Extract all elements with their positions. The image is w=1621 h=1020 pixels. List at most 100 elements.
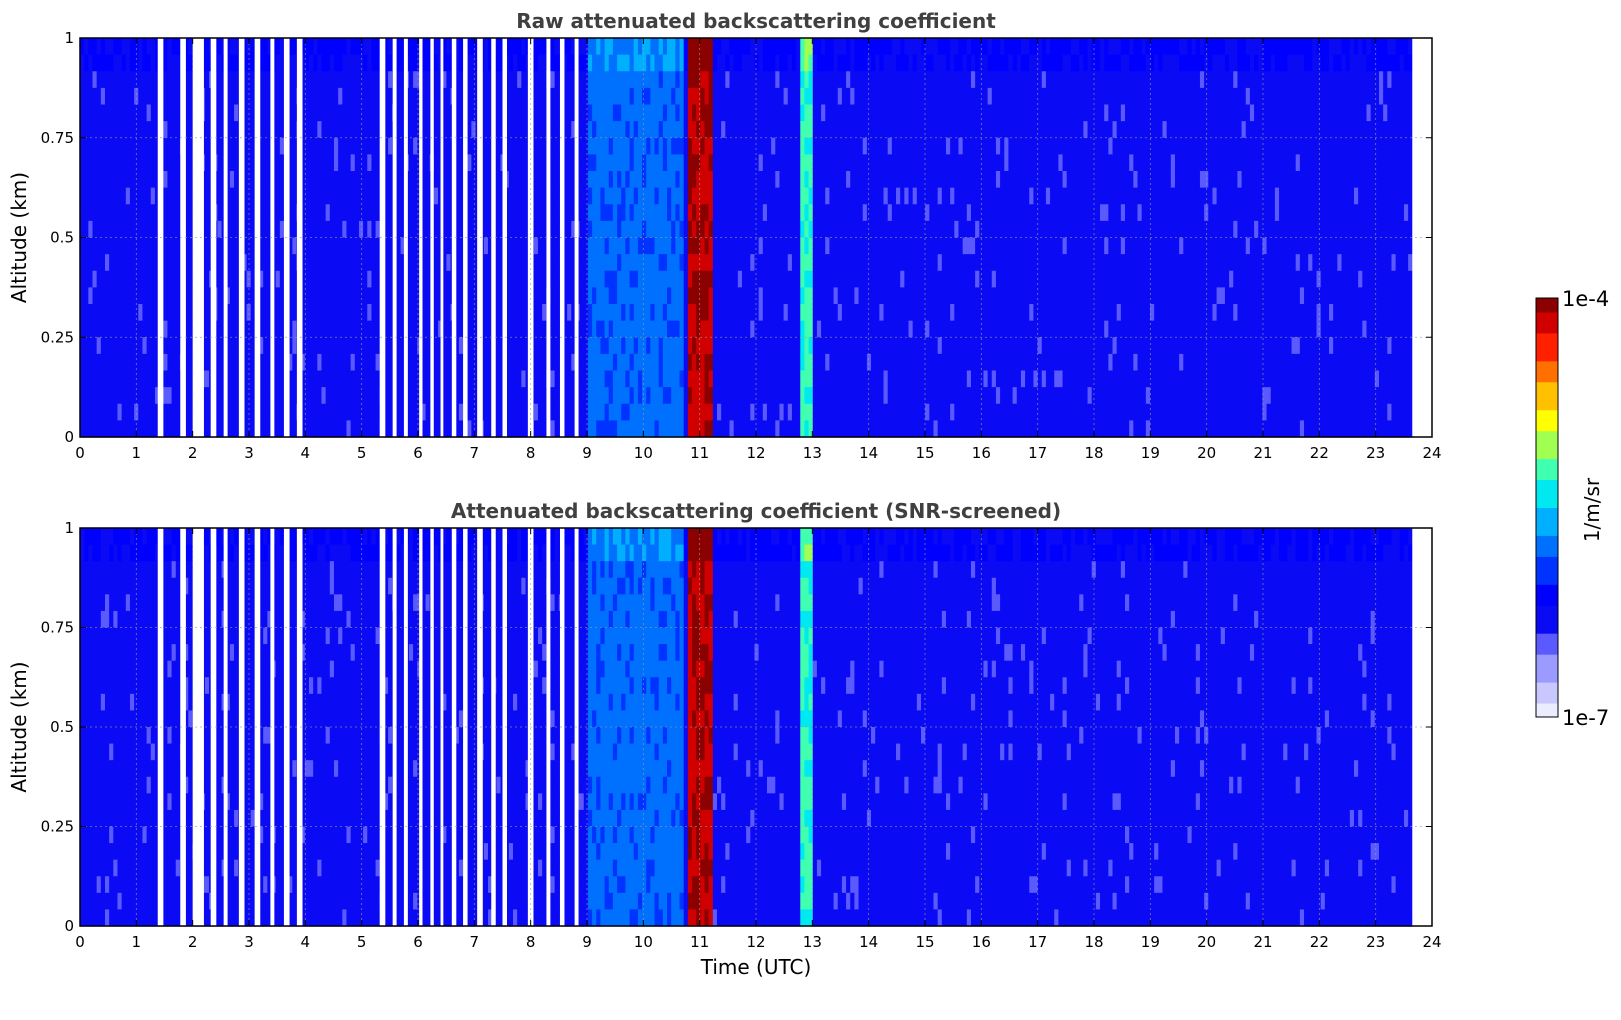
heat-cell (263, 105, 268, 122)
heat-cell (746, 71, 751, 88)
heat-cell (813, 304, 818, 321)
heat-cell (792, 304, 797, 321)
heat-cell (821, 105, 826, 122)
heat-cell (729, 138, 734, 155)
heat-cell (513, 71, 518, 88)
heat-cell (675, 221, 680, 238)
heat-cell (696, 171, 701, 188)
heat-cell (879, 221, 884, 238)
heat-cell (113, 371, 118, 388)
heat-cell (854, 55, 859, 72)
heat-cell (517, 138, 522, 155)
heat-cell (105, 387, 110, 404)
heat-cell (680, 271, 685, 288)
heat-cell (917, 38, 922, 55)
heat-cell (334, 321, 339, 338)
heat-cell (217, 420, 222, 437)
heat-cell (188, 238, 193, 255)
heat-cell (434, 171, 439, 188)
heat-cell (122, 38, 127, 55)
heat-cell (605, 254, 610, 271)
heat-cell (122, 88, 127, 105)
heat-cell (396, 254, 401, 271)
heat-cell (863, 71, 868, 88)
heat-cell (642, 420, 647, 437)
heat-cell (459, 154, 464, 171)
heat-cell (759, 254, 764, 271)
heat-cell (172, 387, 177, 404)
heat-cell (700, 371, 705, 388)
heat-cell (913, 71, 918, 88)
heat-cell (884, 371, 889, 388)
heat-cell (600, 337, 605, 354)
heat-cell (933, 321, 938, 338)
heat-cell (97, 204, 102, 221)
heat-cell (709, 304, 714, 321)
heat-cell (917, 271, 922, 288)
heat-cell (642, 55, 647, 72)
heat-cell (659, 304, 664, 321)
heat-cell (721, 387, 726, 404)
heat-cell (884, 420, 889, 437)
heat-cell (700, 221, 705, 238)
heat-cell (667, 337, 672, 354)
heat-cell (842, 404, 847, 421)
heat-cell (97, 420, 102, 437)
heat-cell (938, 38, 943, 55)
heat-cell (130, 55, 135, 72)
heat-cell (630, 337, 635, 354)
heat-cell (817, 204, 822, 221)
heat-cell (134, 138, 139, 155)
heat-cell (888, 354, 893, 371)
heat-cell (659, 171, 664, 188)
heat-cell (638, 304, 643, 321)
heat-cell (859, 121, 864, 138)
heat-cell (721, 38, 726, 55)
heat-cell (863, 55, 868, 72)
heat-cell (317, 105, 322, 122)
heat-cell (859, 287, 864, 304)
heat-cell (605, 121, 610, 138)
heat-cell (509, 238, 514, 255)
heat-cell (521, 271, 526, 288)
heat-cell (509, 221, 514, 238)
heat-cell (929, 420, 934, 437)
heat-cell (638, 404, 643, 421)
heat-cell (933, 354, 938, 371)
heat-cell (388, 121, 393, 138)
heat-cell (813, 38, 818, 55)
heat-cell (550, 321, 555, 338)
heat-cell (667, 287, 672, 304)
heat-cell (309, 71, 314, 88)
heat-cell (151, 354, 156, 371)
heat-cell (688, 71, 693, 88)
heat-cell (326, 271, 331, 288)
heat-cell (351, 221, 356, 238)
heat-cell (859, 105, 864, 122)
heat-cell (667, 387, 672, 404)
heat-cell (584, 337, 589, 354)
heat-cell (413, 287, 418, 304)
heat-cell (376, 204, 381, 221)
heat-cell (817, 354, 822, 371)
heat-cell (900, 304, 905, 321)
heat-cell (205, 337, 210, 354)
heat-cell (642, 105, 647, 122)
heat-cell (496, 154, 501, 171)
heat-cell (122, 204, 127, 221)
heat-cell (779, 354, 784, 371)
heat-cell (550, 354, 555, 371)
heat-cell (84, 55, 89, 72)
heat-cell (675, 404, 680, 421)
heat-cell (754, 204, 759, 221)
heat-cell (346, 55, 351, 72)
heat-cell (167, 304, 172, 321)
heat-cell (734, 204, 739, 221)
heat-cell (913, 105, 918, 122)
heat-cell (334, 204, 339, 221)
heat-cell (142, 371, 147, 388)
heat-cell (792, 420, 797, 437)
heat-cell (338, 221, 343, 238)
heat-cell (388, 287, 393, 304)
heat-cell (92, 121, 97, 138)
